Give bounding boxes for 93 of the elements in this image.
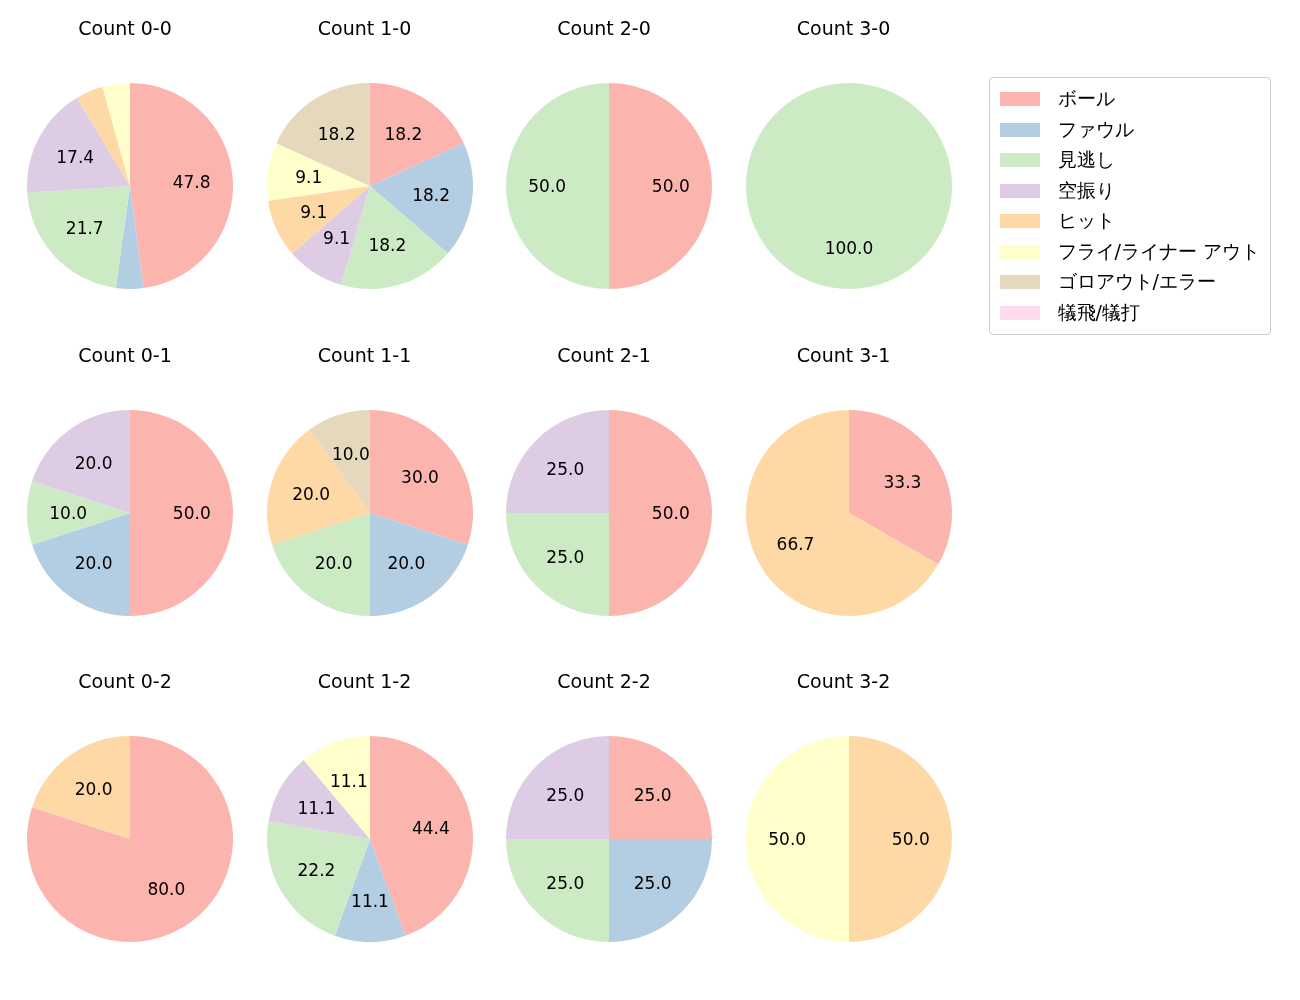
pie-slice <box>130 83 233 289</box>
data-label: 50.0 <box>172 502 211 523</box>
chart-title: Count 2-1 <box>556 342 652 368</box>
pie-slice <box>27 480 130 545</box>
pie-slice <box>609 409 712 616</box>
data-label: 50.0 <box>528 176 567 196</box>
pie-slice <box>506 512 609 616</box>
pie-slice <box>266 143 370 201</box>
pie-slice <box>102 83 130 186</box>
data-label: 50.0 <box>891 829 930 849</box>
data-label: 50.0 <box>651 502 690 523</box>
data-label: 100.0 <box>824 237 873 258</box>
pie-slice <box>275 83 370 186</box>
data-label: 20.0 <box>314 552 353 573</box>
chart-title: Count 2-0 <box>556 16 652 41</box>
pie-slice <box>848 409 952 564</box>
data-label: 33.3 <box>883 471 921 492</box>
pie-slice <box>506 83 609 289</box>
legend-label: ゴロアウト/エラー <box>1057 269 1216 295</box>
chart-title: Count 0-1 <box>77 342 173 368</box>
data-label: 25.0 <box>546 546 585 567</box>
data-label: 11.1 <box>350 890 389 911</box>
data-label: 11.1 <box>329 770 368 791</box>
legend-label: ボール <box>1057 86 1115 112</box>
chart-title: Count 1-2 <box>316 669 413 694</box>
pie-slice <box>334 839 405 942</box>
data-label: 21.7 <box>65 218 104 239</box>
pie-slice <box>506 409 609 513</box>
pie-slice <box>130 409 233 616</box>
data-label: 80.0 <box>147 879 186 899</box>
chart-title: Count 1-1 <box>316 342 413 368</box>
data-label: 47.8 <box>172 171 211 192</box>
data-label: 25.0 <box>546 785 585 806</box>
chart-title: Count 2-2 <box>556 669 652 694</box>
legend-label: フライ/ライナー アウト <box>1057 238 1260 264</box>
data-label: 50.0 <box>651 176 690 196</box>
pie-slice <box>609 736 712 839</box>
chart-title: Count 3-0 <box>795 16 892 41</box>
pie-slice <box>609 83 712 289</box>
data-label: 18.2 <box>367 235 406 256</box>
data-label: 10.0 <box>331 443 370 464</box>
legend-label: 犠飛/犠打 <box>1057 299 1140 325</box>
data-label: 30.0 <box>400 466 439 487</box>
pie-slice <box>506 839 609 942</box>
data-label: 25.0 <box>633 872 672 893</box>
pie-slice <box>745 409 938 616</box>
pie-slice <box>369 512 468 616</box>
data-label: 20.0 <box>386 552 425 573</box>
pie-slice <box>32 736 130 839</box>
pie-slice <box>27 97 130 193</box>
pie-slice <box>506 736 609 839</box>
data-label: 18.2 <box>383 124 422 145</box>
data-label: 20.0 <box>74 552 113 573</box>
pie-slice <box>745 736 849 942</box>
pie-slice <box>369 143 473 254</box>
data-label: 20.0 <box>74 779 113 799</box>
data-label: 11.1 <box>297 798 335 819</box>
pie-slice <box>268 760 370 839</box>
pie-slice <box>27 186 130 289</box>
pie-slice <box>609 839 712 942</box>
pie-slice <box>267 186 370 254</box>
pie-slice <box>291 186 370 285</box>
legend-label: 見逃し <box>1057 147 1115 173</box>
data-label: 25.0 <box>633 785 672 806</box>
pie-slice <box>266 429 370 545</box>
data-label: 44.4 <box>411 818 450 839</box>
data-label: 66.7 <box>776 533 814 554</box>
pie-slice <box>369 83 464 186</box>
data-label: 9.1 <box>299 201 327 222</box>
chart-title: Count 0-2 <box>77 669 173 694</box>
data-label: 22.2 <box>297 859 335 880</box>
legend-label: ヒット <box>1057 208 1115 234</box>
pie-slice <box>271 512 370 616</box>
data-label: 20.0 <box>291 483 330 504</box>
pie-slice <box>27 736 233 942</box>
data-label: 9.1 <box>322 227 350 248</box>
pie-slice <box>369 409 473 545</box>
data-label: 18.2 <box>317 124 356 145</box>
pie-slice <box>848 736 952 942</box>
data-label: 18.2 <box>411 184 450 205</box>
chart-title: Count 3-1 <box>795 342 892 368</box>
legend-label: ファウル <box>1057 116 1134 142</box>
data-label: 20.0 <box>74 452 113 473</box>
legend-label: 空振り <box>1057 177 1115 203</box>
data-label: 10.0 <box>49 502 88 523</box>
chart-title: Count 3-2 <box>795 669 892 694</box>
data-label: 17.4 <box>56 147 95 168</box>
data-label: 9.1 <box>294 167 322 188</box>
data-label: 25.0 <box>546 872 585 893</box>
chart-title: Count 1-0 <box>316 16 413 41</box>
data-label: 25.0 <box>546 458 585 479</box>
chart-title: Count 0-0 <box>77 16 173 41</box>
data-label: 50.0 <box>767 829 806 849</box>
